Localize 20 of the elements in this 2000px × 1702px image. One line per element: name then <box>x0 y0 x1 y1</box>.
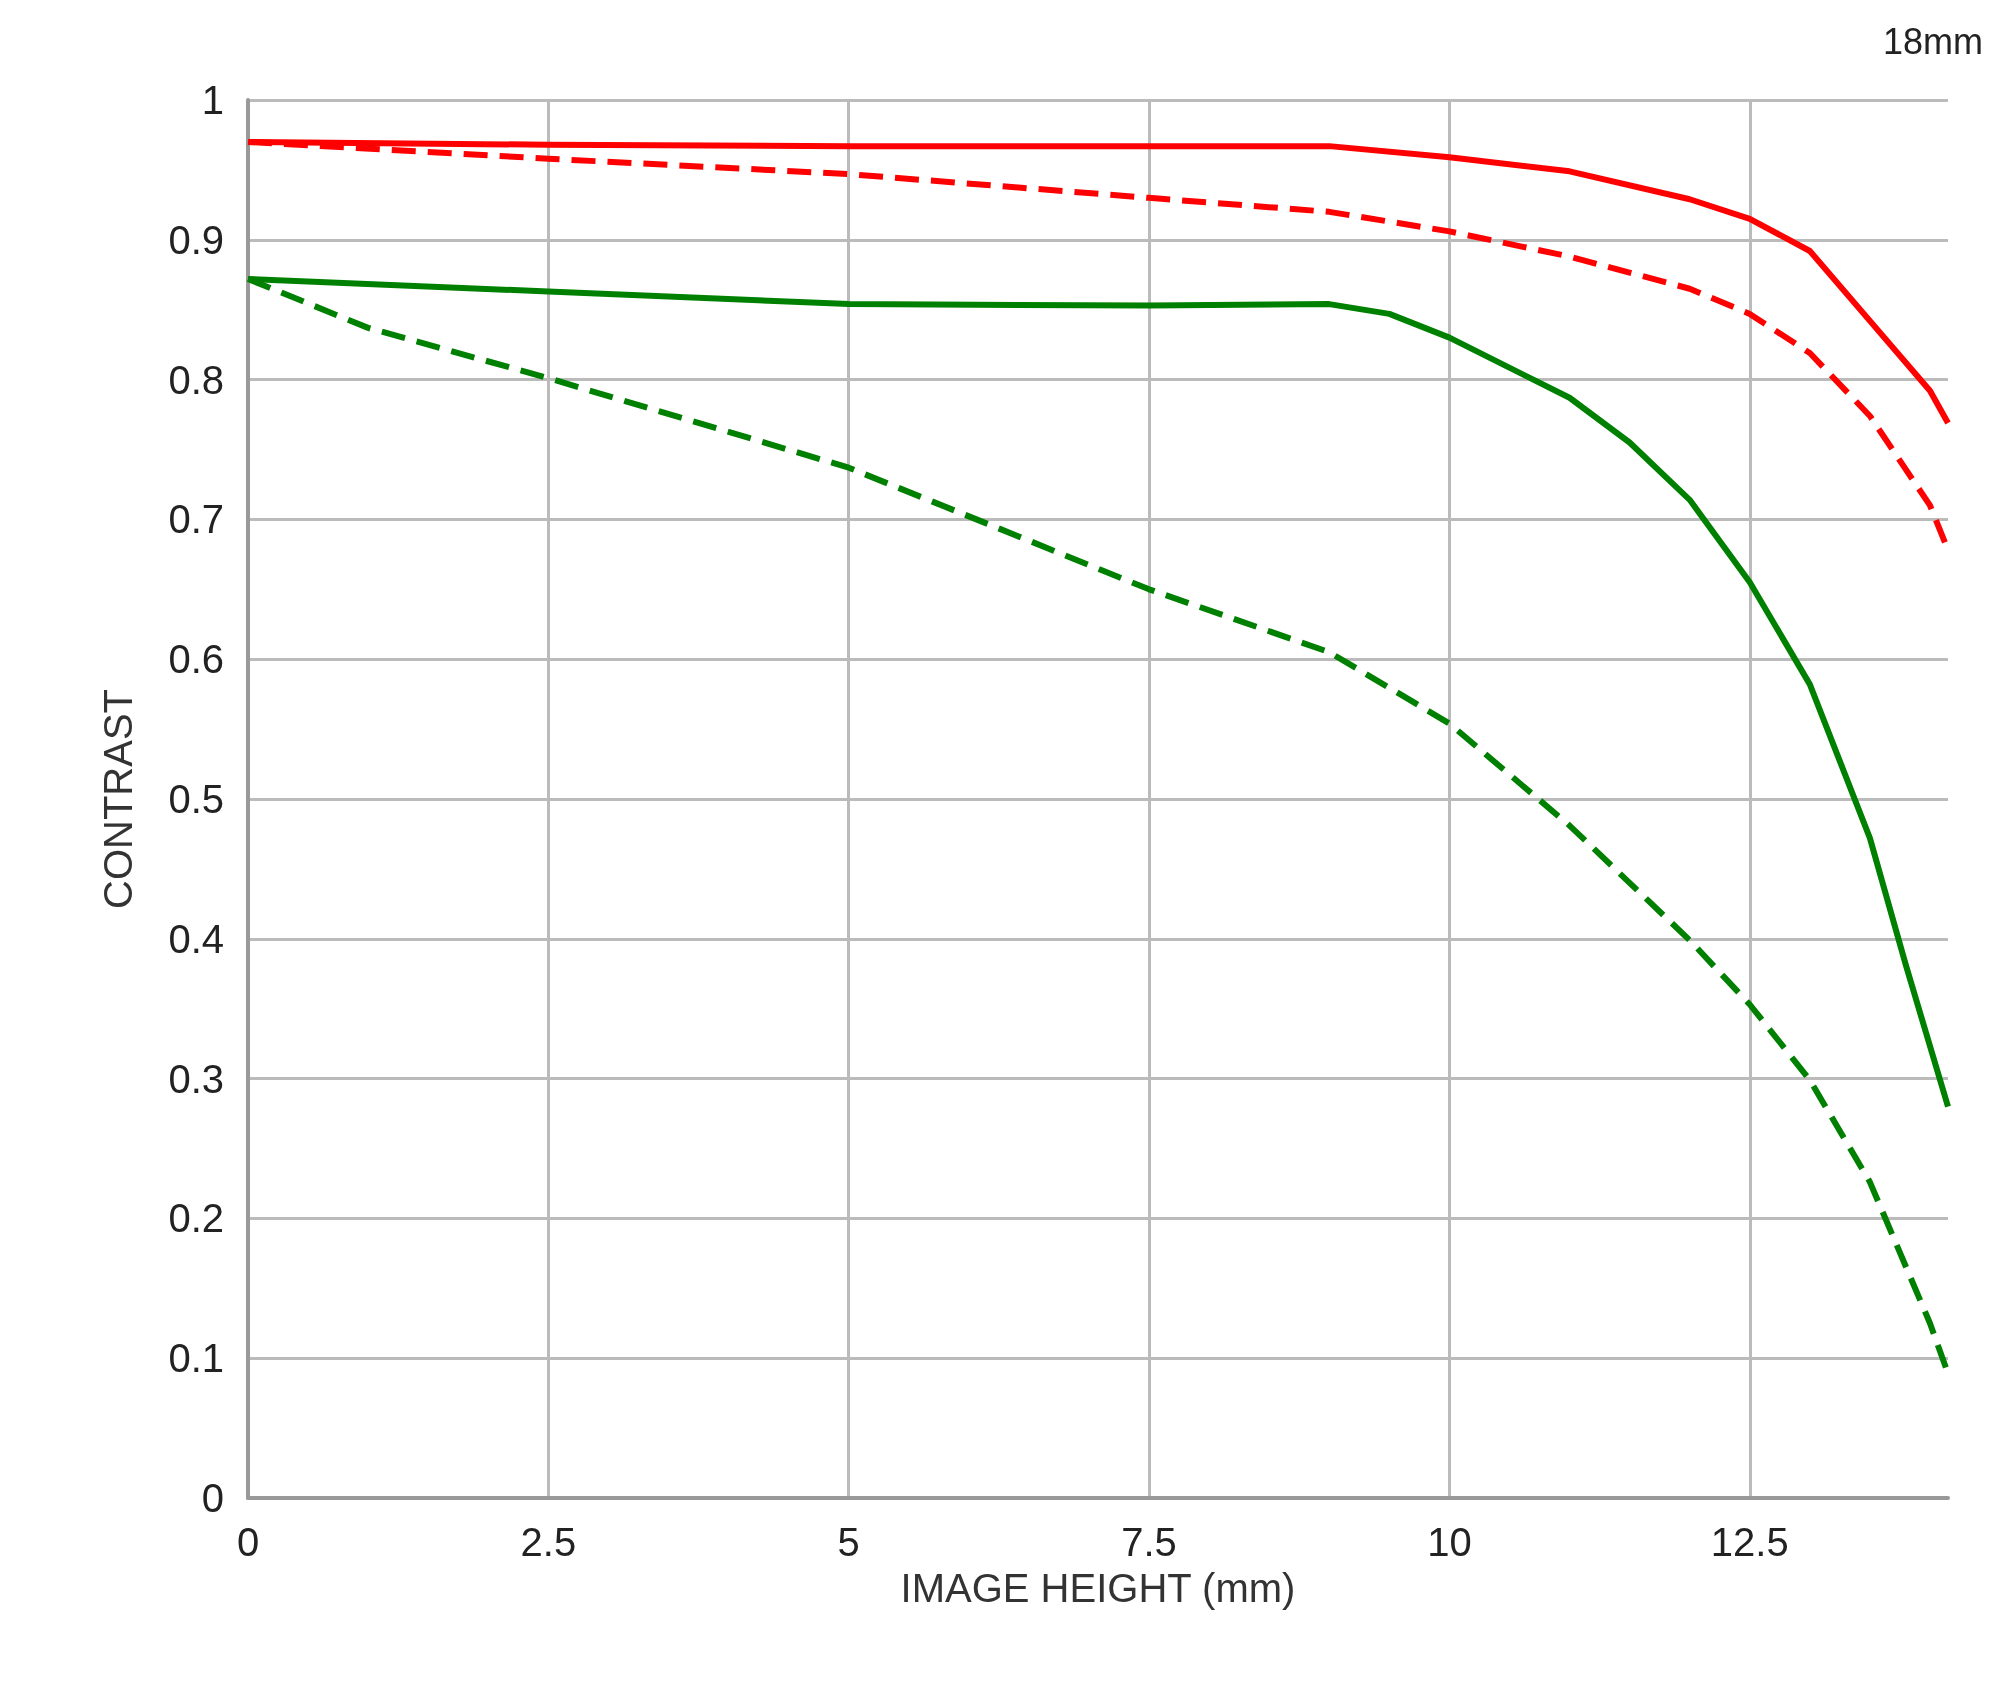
y-tick-label: 0.2 <box>168 1196 224 1241</box>
x-tick-label: 0 <box>236 1520 260 1564</box>
x-tick-label: 12.5 <box>1710 1520 1789 1564</box>
chart-title: 18mm <box>1882 20 1984 62</box>
y-tick-label: 0.3 <box>168 1056 224 1101</box>
y-axis-title: CONTRAST <box>96 689 140 909</box>
y-tick-label: 0.4 <box>168 916 224 961</box>
y-tick-label: 0.8 <box>168 357 224 402</box>
y-tick-label: 0 <box>201 1476 224 1520</box>
x-tick-label: 10 <box>1427 1520 1472 1564</box>
x-axis-title: IMAGE HEIGHT (mm) <box>900 1566 1296 1610</box>
y-tick-label: 0.9 <box>168 217 224 262</box>
y-tick-label: 1 <box>201 78 224 122</box>
y-tick-label: 0.5 <box>168 777 224 821</box>
y-tick-label: 0.1 <box>168 1336 224 1381</box>
x-tick-label: 7.5 <box>1121 1520 1177 1564</box>
x-tick-label: 5 <box>837 1520 860 1564</box>
x-tick-label: 2.5 <box>520 1520 577 1564</box>
y-tick-label: 0.6 <box>168 637 224 682</box>
y-tick-label: 0.7 <box>168 497 224 542</box>
